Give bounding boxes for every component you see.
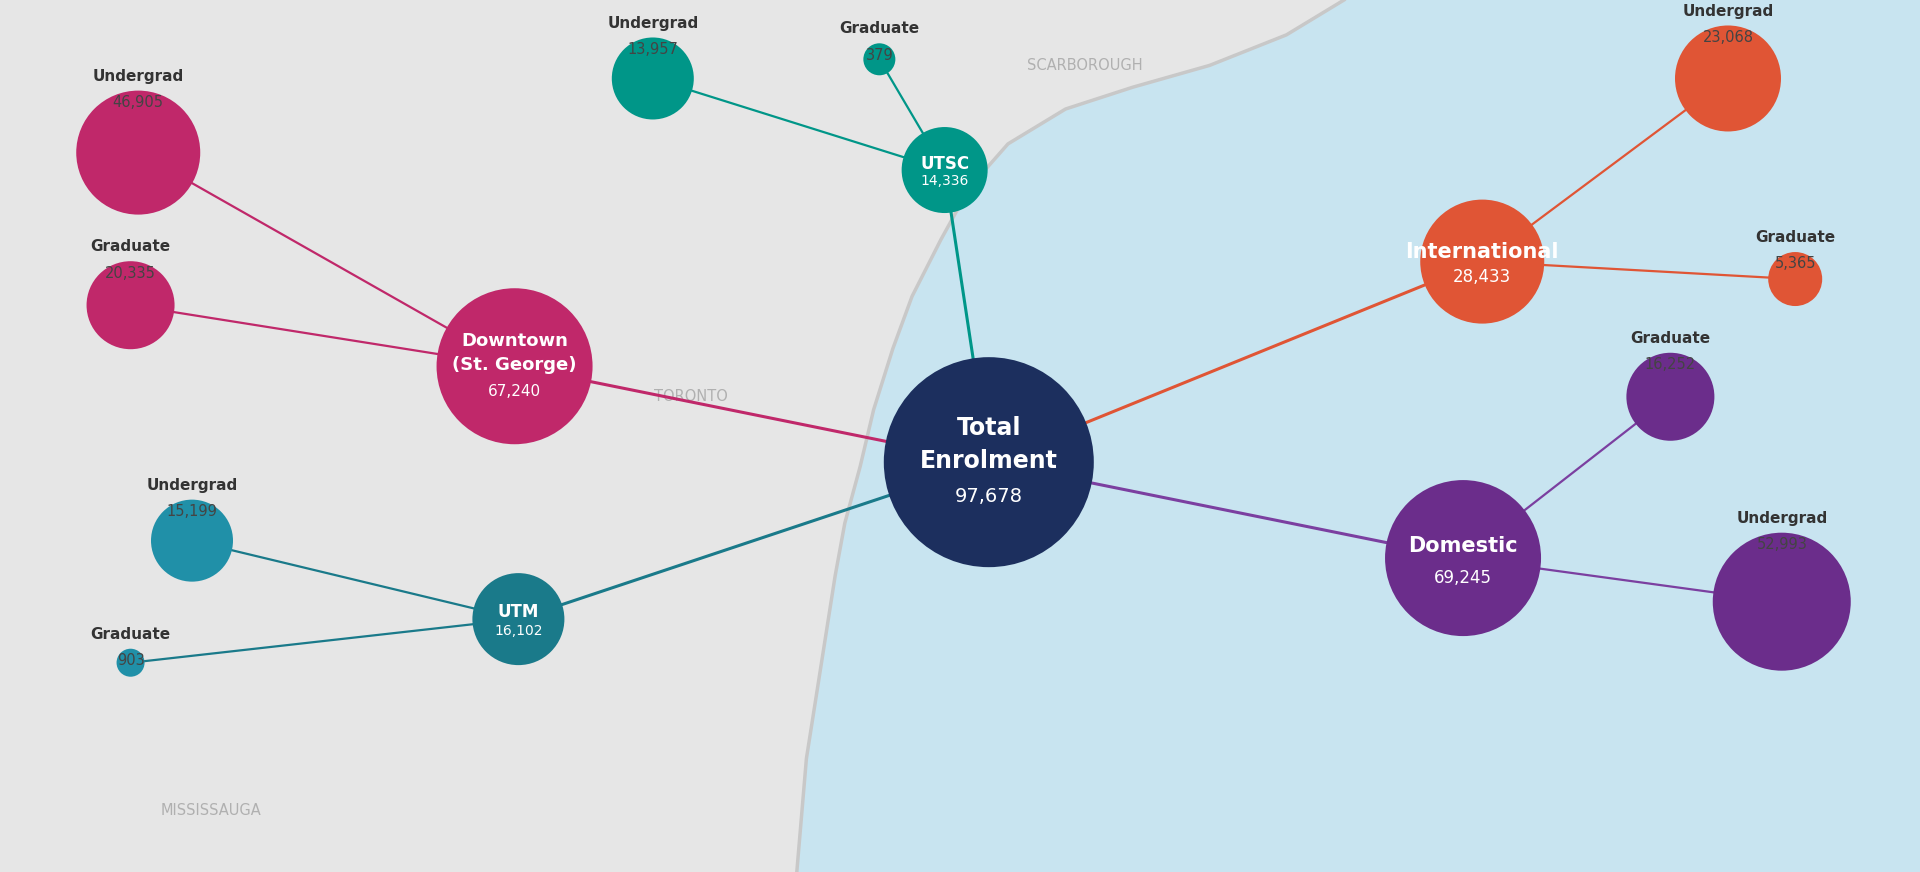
- Ellipse shape: [864, 44, 895, 75]
- Text: 13,957: 13,957: [628, 42, 678, 57]
- Text: 97,678: 97,678: [954, 487, 1023, 507]
- Ellipse shape: [152, 500, 232, 582]
- Text: 23,068: 23,068: [1703, 30, 1753, 44]
- Ellipse shape: [77, 91, 200, 215]
- Text: Graduate: Graduate: [90, 239, 171, 255]
- Text: 46,905: 46,905: [113, 95, 163, 110]
- Ellipse shape: [1384, 480, 1542, 636]
- Ellipse shape: [1626, 353, 1715, 440]
- Text: 15,199: 15,199: [167, 504, 217, 519]
- Text: 379: 379: [866, 48, 893, 63]
- Text: 16,252: 16,252: [1645, 358, 1695, 372]
- Text: 69,245: 69,245: [1434, 569, 1492, 587]
- Ellipse shape: [472, 573, 564, 665]
- Text: 20,335: 20,335: [106, 266, 156, 281]
- Text: Undergrad: Undergrad: [92, 69, 184, 84]
- Text: Total: Total: [956, 416, 1021, 439]
- Text: 903: 903: [117, 653, 144, 668]
- Text: Graduate: Graduate: [1630, 330, 1711, 346]
- Text: SCARBOROUGH: SCARBOROUGH: [1027, 58, 1142, 73]
- Ellipse shape: [1421, 200, 1544, 324]
- Polygon shape: [797, 0, 1920, 872]
- Text: Undergrad: Undergrad: [146, 478, 238, 493]
- Text: Undergrad: Undergrad: [1736, 511, 1828, 526]
- Text: TORONTO: TORONTO: [655, 389, 728, 405]
- Text: International: International: [1405, 242, 1559, 262]
- Ellipse shape: [883, 358, 1094, 567]
- Text: 14,336: 14,336: [920, 174, 970, 187]
- Text: 16,102: 16,102: [493, 623, 543, 637]
- Text: UTSC: UTSC: [920, 154, 970, 173]
- Ellipse shape: [1768, 252, 1822, 306]
- Text: UTM: UTM: [497, 603, 540, 621]
- Ellipse shape: [902, 127, 987, 213]
- Ellipse shape: [1674, 25, 1782, 132]
- Ellipse shape: [1713, 533, 1851, 671]
- Ellipse shape: [436, 289, 593, 444]
- Text: MISSISSAUGA: MISSISSAUGA: [161, 803, 261, 819]
- Ellipse shape: [117, 649, 144, 677]
- Text: Undergrad: Undergrad: [607, 16, 699, 31]
- Text: Downtown: Downtown: [461, 331, 568, 350]
- Text: Graduate: Graduate: [839, 21, 920, 37]
- Text: 5,365: 5,365: [1774, 256, 1816, 271]
- Text: Graduate: Graduate: [90, 627, 171, 642]
- Text: Graduate: Graduate: [1755, 230, 1836, 245]
- Polygon shape: [0, 0, 1344, 872]
- Text: (St. George): (St. George): [453, 356, 576, 374]
- Text: 28,433: 28,433: [1453, 268, 1511, 286]
- Text: Domestic: Domestic: [1407, 536, 1519, 556]
- Text: 52,993: 52,993: [1757, 537, 1807, 552]
- Text: Undergrad: Undergrad: [1682, 3, 1774, 18]
- Ellipse shape: [612, 37, 693, 119]
- Text: 67,240: 67,240: [488, 385, 541, 399]
- Text: Enrolment: Enrolment: [920, 448, 1058, 473]
- Ellipse shape: [86, 262, 175, 349]
